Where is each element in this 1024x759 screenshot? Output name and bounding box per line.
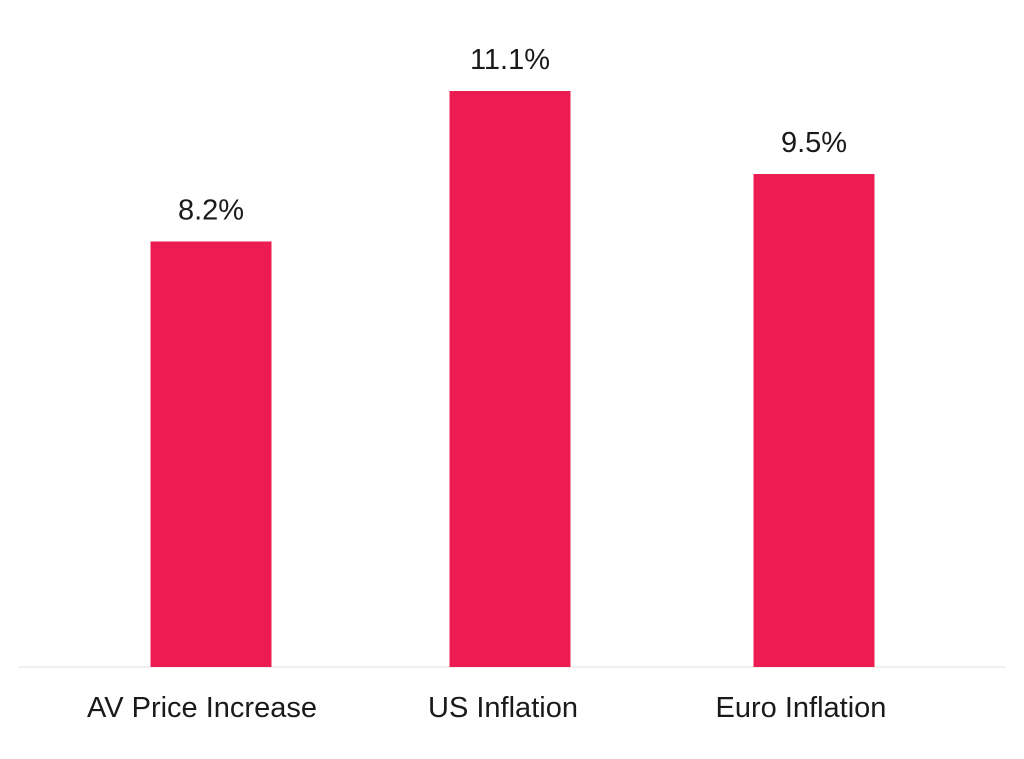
category-label-2: Euro Inflation [716, 692, 887, 724]
value-label-1: 11.1% [470, 44, 550, 76]
bars-group [150, 91, 875, 667]
value-label-0: 8.2% [178, 194, 244, 226]
bar-2 [753, 174, 875, 667]
category-labels-group: AV Price Increase US Inflation Euro Inflat… [87, 692, 886, 724]
value-labels-group: 8.2% 11.1% 9.5% [178, 44, 847, 226]
category-label-0: AV Price Increase [87, 692, 317, 724]
category-label-1: US Inflation [428, 692, 578, 724]
bar-1 [449, 91, 571, 667]
bar-0 [150, 241, 272, 667]
value-label-2: 9.5% [781, 127, 847, 159]
